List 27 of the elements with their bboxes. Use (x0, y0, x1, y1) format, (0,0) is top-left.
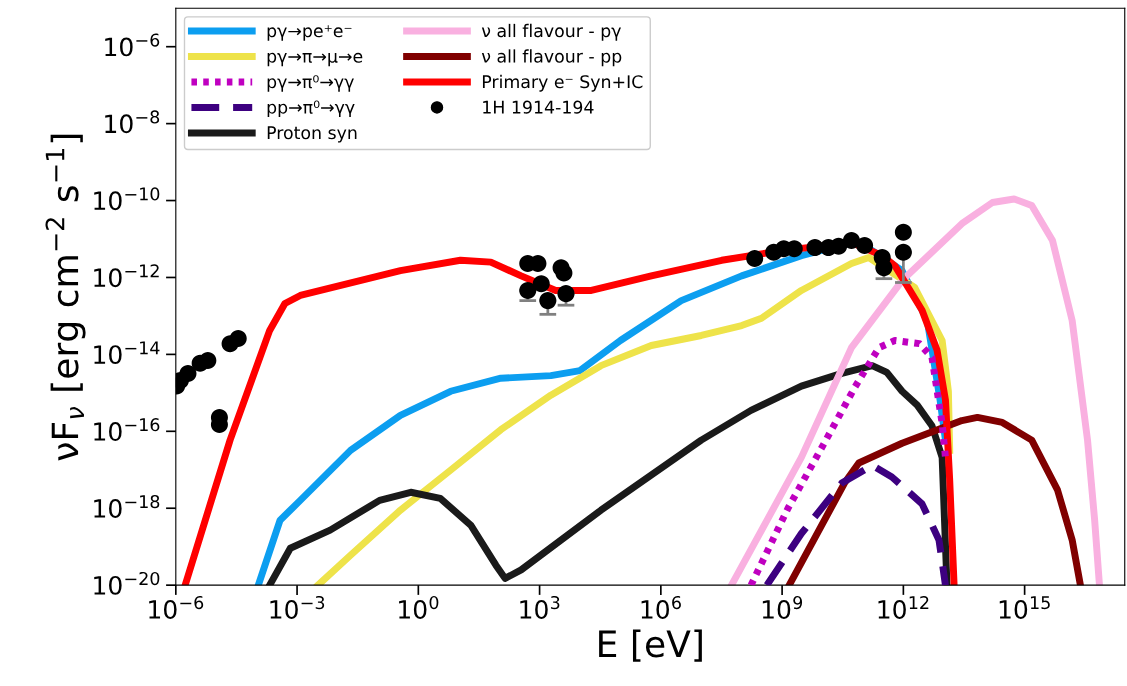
y-tick-label: 10$^{−10}$ (94, 187, 160, 211)
legend-label: 1H 1914-194 (483, 100, 594, 114)
legend-label: Proton syn (267, 126, 357, 143)
x-axis-title: E [eV] (599, 629, 702, 662)
legend-label: pγ→π→μ→e (267, 52, 363, 67)
x-tick-label: 10$^{9}$ (762, 595, 803, 619)
legend-label: ν all flavour - pp (481, 49, 622, 67)
y-tick-label: 10$^{−16}$ (94, 418, 160, 441)
legend-label: pp→π⁰→γγ (267, 100, 355, 118)
legend-label: Primary e⁻ Syn+IC (482, 74, 643, 92)
x-tick-label: 10$^{0}$ (399, 595, 439, 619)
y-tick-label: 10$^{−20}$ (94, 571, 160, 595)
x-tick-label: 10$^{−6}$ (149, 595, 204, 619)
x-tick-label: 10$^{15}$ (999, 596, 1050, 619)
y-axis-title: νF$_{ν}$ [erg cm$^{−2}$ s$^{−1}$] (45, 134, 86, 461)
y-tick-label: 10$^{−14}$ (94, 341, 160, 365)
y-tick-label: 10$^{−18}$ (94, 494, 160, 518)
x-tick-label: 10$^{12}$ (878, 595, 929, 619)
y-tick-label: 10$^{−6}$ (105, 33, 160, 57)
x-tick-label: 10$^{−3}$ (270, 595, 325, 619)
legend-label: pγ→pe⁺e⁻ (267, 25, 352, 41)
legend-label: ν all flavour - pγ (481, 23, 621, 41)
legend-label: pγ→π⁰→γγ (267, 75, 354, 92)
y-tick-label: 10$^{−12}$ (94, 264, 159, 288)
x-tick-label: 10$^{6}$ (641, 595, 681, 619)
y-tick-label: 10$^{−8}$ (105, 110, 160, 134)
x-tick-label: 10$^{3}$ (520, 595, 560, 619)
